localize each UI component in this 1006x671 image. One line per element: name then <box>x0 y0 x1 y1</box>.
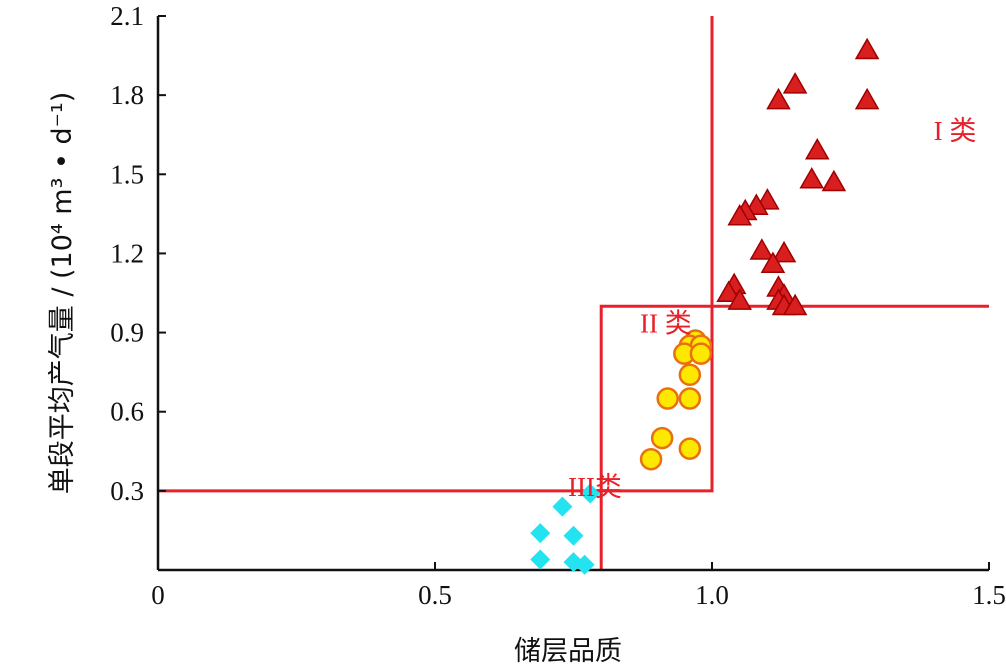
y-tick-label: 2.1 <box>110 1 144 31</box>
boundary-line-1 <box>158 16 714 493</box>
x-tick-label: 1.5 <box>972 580 1006 610</box>
triangle-point <box>799 167 825 189</box>
circle-point <box>639 447 663 471</box>
diamond-point <box>530 549 551 570</box>
data-points <box>530 37 880 575</box>
triangle-point <box>821 169 847 192</box>
region-labels: I 类 II 类 III类 <box>568 116 976 502</box>
y-tick-label: 1.5 <box>110 159 144 189</box>
triangle-point <box>727 203 752 226</box>
circle-point <box>689 342 713 365</box>
class-label-2: II 类 <box>640 309 692 339</box>
circle-point <box>650 426 674 450</box>
tick-labels: 0 0.5 1.0 1.5 0.3 0.6 0.9 1.2 1.5 1.8 2.1 <box>110 1 1006 610</box>
circle-point <box>656 387 679 410</box>
y-tick-label: 0.6 <box>110 397 144 427</box>
class-label-1: I 类 <box>934 116 977 146</box>
triangle-point <box>727 288 752 310</box>
class-boundaries <box>158 16 989 570</box>
x-tick-label: 1.0 <box>695 580 729 610</box>
triangle-point <box>716 280 741 302</box>
diamond-point <box>530 523 551 544</box>
x-axis-title: 储层品质 <box>514 636 622 667</box>
y-tick-label: 1.8 <box>110 80 144 110</box>
circle-point <box>678 387 702 410</box>
y-tick-label: 0.9 <box>110 318 144 348</box>
triangle-point <box>782 293 808 316</box>
triangle-point <box>771 240 797 263</box>
circle-point <box>678 437 702 460</box>
triangle-point <box>854 87 880 110</box>
y-tick-label: 0.3 <box>110 476 144 506</box>
triangle-point <box>804 138 830 160</box>
boundary-line-2 <box>599 304 989 570</box>
diamond-point <box>563 525 584 546</box>
class-label-3: III类 <box>568 472 622 502</box>
y-tick-label: 1.2 <box>110 238 144 268</box>
triangle-point <box>782 72 808 94</box>
y-axis-title: 单段平均产气量 / (10⁴ m³ • d⁻¹) <box>47 92 78 495</box>
triangle-point <box>766 87 791 110</box>
triangle-point <box>854 37 880 60</box>
diamond-point <box>552 496 573 517</box>
triangle-point <box>749 238 775 260</box>
x-tick-label: 0 <box>151 580 165 610</box>
x-tick-label: 0.5 <box>418 580 452 610</box>
circle-point <box>678 363 702 387</box>
triangle-point <box>760 251 786 273</box>
diamond-point <box>580 483 601 504</box>
diamond-point <box>574 554 595 575</box>
